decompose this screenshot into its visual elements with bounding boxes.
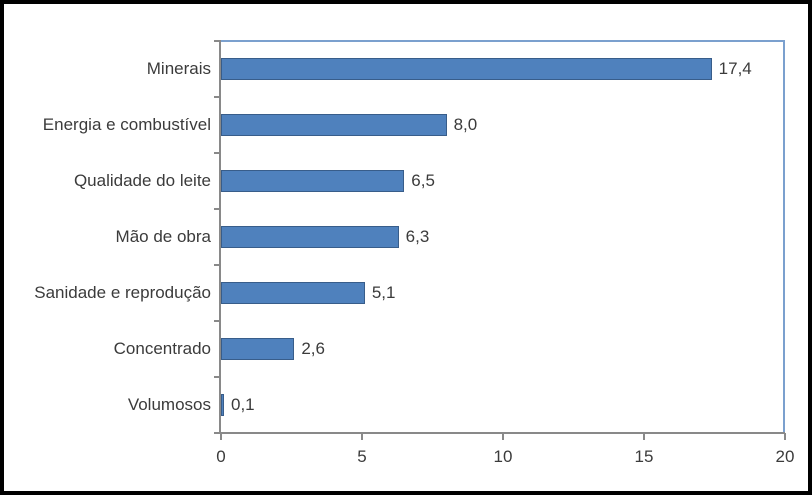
y-axis-tick — [214, 96, 221, 98]
y-axis-tick — [214, 432, 221, 434]
x-axis-tick — [502, 433, 504, 440]
data-label: 6,3 — [405, 227, 430, 246]
x-axis-tick — [361, 433, 363, 440]
category-label: Volumosos — [127, 395, 211, 414]
data-label: 5,1 — [371, 283, 396, 302]
data-label: 8,0 — [453, 115, 478, 134]
category-label: Mão de obra — [115, 227, 211, 246]
category-label: Qualidade do leite — [73, 171, 211, 190]
y-axis-tick — [214, 40, 221, 42]
category-label: Minerais — [146, 59, 211, 78]
bar — [221, 282, 365, 304]
bar — [221, 114, 447, 136]
x-axis-tick-label: 5 — [357, 447, 367, 466]
data-label: 6,5 — [411, 171, 435, 190]
bar — [221, 226, 399, 248]
x-axis-tick — [643, 433, 645, 440]
x-axis-tick — [220, 433, 222, 440]
bar — [221, 58, 712, 80]
x-axis-tick-label: 10 — [493, 447, 513, 466]
x-axis-tick — [784, 433, 786, 440]
data-label: 17,4 — [718, 59, 752, 78]
bar — [221, 170, 405, 192]
x-axis-tick-label: 20 — [775, 447, 795, 466]
bar — [221, 338, 295, 360]
category-label: Sanidade e reprodução — [34, 283, 211, 302]
y-axis-tick — [214, 320, 221, 322]
category-label: Energia e combustível — [42, 115, 211, 134]
category-label: Concentrado — [113, 339, 211, 358]
y-axis-tick — [214, 376, 221, 378]
data-label: 0,1 — [231, 395, 255, 414]
x-axis-tick-label: 0 — [216, 447, 226, 466]
bar — [221, 394, 224, 416]
y-axis-tick — [214, 208, 221, 210]
data-label: 2,6 — [301, 339, 325, 358]
x-axis-tick-label: 15 — [634, 447, 654, 466]
y-axis-line — [219, 40, 221, 434]
y-axis-tick — [214, 264, 221, 266]
y-axis-tick — [214, 152, 221, 154]
